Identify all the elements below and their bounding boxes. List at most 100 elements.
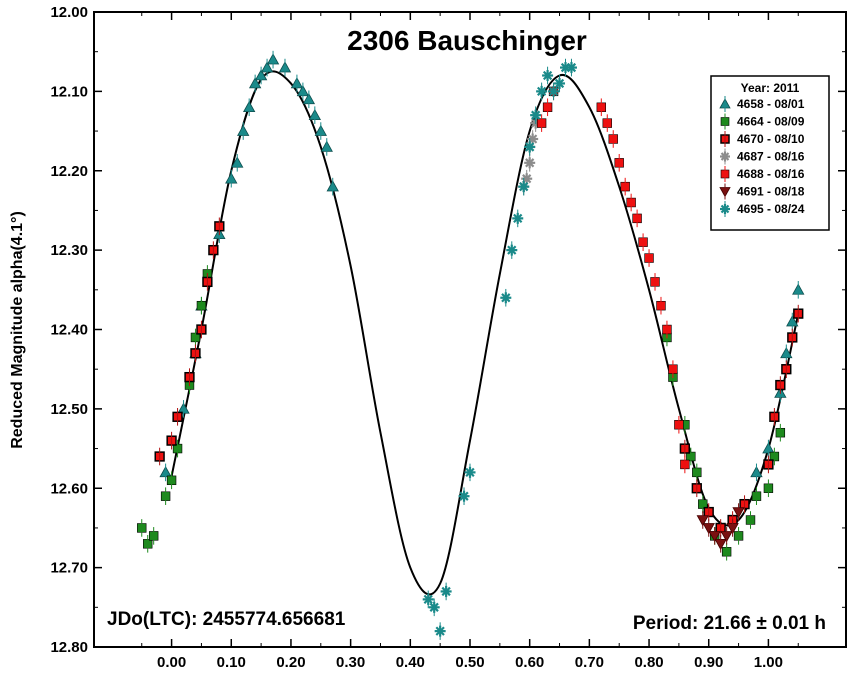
data-point-series-5: [702, 519, 715, 537]
data-point-series-4: [620, 177, 630, 196]
data-point-series-5: [708, 527, 721, 545]
x-tick-label: 0.60: [515, 654, 544, 671]
y-tick-label: 12.60: [50, 480, 88, 497]
data-point-series-5: [726, 519, 739, 537]
data-point-series-0: [320, 138, 333, 156]
data-point-series-2: [691, 479, 702, 498]
data-point-series-6: [512, 209, 524, 228]
y-tick-label: 12.20: [50, 163, 88, 180]
y-tick-label: 12.40: [50, 322, 88, 339]
data-point-series-6: [428, 598, 440, 617]
x-tick-label: 0.50: [455, 654, 484, 671]
x-tick-label: 0.80: [634, 654, 663, 671]
data-point-series-2: [775, 376, 786, 394]
data-point-series-4: [632, 209, 642, 228]
data-point-series-6: [464, 463, 476, 482]
data-point-series-4: [542, 98, 553, 117]
legend-label: 4670 - 08/10: [737, 132, 805, 146]
y-tick-label: 12.00: [50, 4, 88, 21]
data-point-series-0: [290, 74, 304, 93]
legend-label: 4687 - 08/16: [737, 150, 805, 164]
data-point-series-0: [296, 82, 310, 101]
data-point-series-0: [260, 58, 274, 77]
data-point-series-0: [750, 463, 763, 482]
x-tick-label: 1.00: [754, 654, 783, 671]
data-point-series-4: [614, 154, 624, 172]
data-point-series-2: [703, 503, 714, 521]
x-tick-label: 0.10: [217, 654, 246, 671]
data-point-series-0: [159, 463, 172, 482]
legend-marker: [720, 113, 730, 130]
data-point-series-0: [254, 66, 268, 85]
x-tick-label: 0.40: [396, 654, 425, 671]
data-point-series-2: [793, 304, 804, 323]
y-tick-label: 12.80: [50, 639, 88, 656]
data-point-series-4: [668, 360, 678, 378]
data-point-series-6: [542, 66, 554, 85]
x-tick-label: 0.90: [694, 654, 723, 671]
data-point-series-1: [721, 542, 732, 561]
legend-marker: [719, 96, 731, 112]
data-point-series-1: [172, 439, 183, 458]
data-point-series-0: [302, 90, 316, 109]
data-point-series-4: [608, 130, 618, 148]
data-point-series-6: [500, 288, 512, 307]
y-axis-label: Reduced Magnitude alpha(4.1°): [9, 211, 26, 449]
data-point-series-1: [148, 527, 159, 545]
data-point-series-1: [190, 328, 201, 347]
data-point-series-4: [650, 273, 660, 291]
data-point-series-2: [154, 447, 165, 466]
legend-marker: [720, 131, 730, 147]
legend-items: 4658 - 08/01 4664 - 08/09 4670 - 08/10 4687…: [719, 96, 805, 217]
data-point-series-2: [184, 368, 195, 386]
data-points: [137, 50, 805, 640]
data-point-series-4: [596, 98, 607, 117]
data-point-series-5: [696, 511, 709, 529]
x-tick-label: 0.30: [336, 654, 365, 671]
data-point-series-0: [237, 122, 250, 140]
data-point-series-2: [172, 408, 183, 426]
data-point-series-4: [662, 320, 672, 339]
data-point-series-0: [326, 177, 339, 196]
data-point-series-6: [458, 487, 470, 505]
data-point-series-6: [518, 177, 530, 196]
data-point-series-2: [763, 455, 774, 474]
data-point-series-6: [422, 590, 434, 609]
data-point-series-0: [762, 439, 775, 458]
data-point-series-6: [506, 241, 518, 259]
data-point-series-1: [166, 471, 177, 490]
y-tick-label: 12.70: [50, 560, 88, 577]
x-tick-label: 0.70: [575, 654, 604, 671]
data-point-series-2: [787, 328, 798, 347]
epoch-annotation: JDo(LTC): 2455774.656681: [107, 609, 346, 630]
data-point-series-1: [160, 487, 171, 505]
data-point-series-2: [715, 519, 726, 537]
legend-label: 4688 - 08/16: [737, 167, 805, 181]
data-point-series-2: [190, 344, 201, 363]
x-tick-label: 0.20: [276, 654, 305, 671]
data-point-series-1: [137, 519, 147, 537]
data-point-series-0: [786, 312, 799, 331]
data-point-series-4: [656, 296, 666, 315]
data-point-series-6: [554, 74, 566, 93]
data-point-series-2: [739, 495, 750, 513]
data-point-series-1: [698, 495, 708, 513]
y-tick-label: 12.10: [50, 83, 88, 100]
legend-label: 4691 - 08/18: [737, 185, 805, 199]
data-point-series-4: [644, 249, 654, 267]
data-point-series-5: [714, 535, 727, 553]
data-point-series-5: [732, 503, 745, 521]
data-point-series-2: [166, 431, 177, 450]
data-point-series-2: [208, 241, 219, 259]
data-point-series-1: [733, 527, 744, 545]
data-point-series-2: [202, 273, 213, 291]
data-point-series-1: [686, 447, 696, 466]
data-point-series-4: [638, 233, 648, 251]
data-point-series-6: [530, 106, 542, 124]
data-point-series-4: [602, 114, 612, 132]
y-tick-label: 12.30: [50, 242, 88, 259]
data-point-series-0: [231, 154, 244, 172]
legend-marker: [719, 183, 731, 200]
data-point-series-4: [536, 114, 547, 132]
legend-label: 4664 - 08/09: [737, 115, 805, 129]
